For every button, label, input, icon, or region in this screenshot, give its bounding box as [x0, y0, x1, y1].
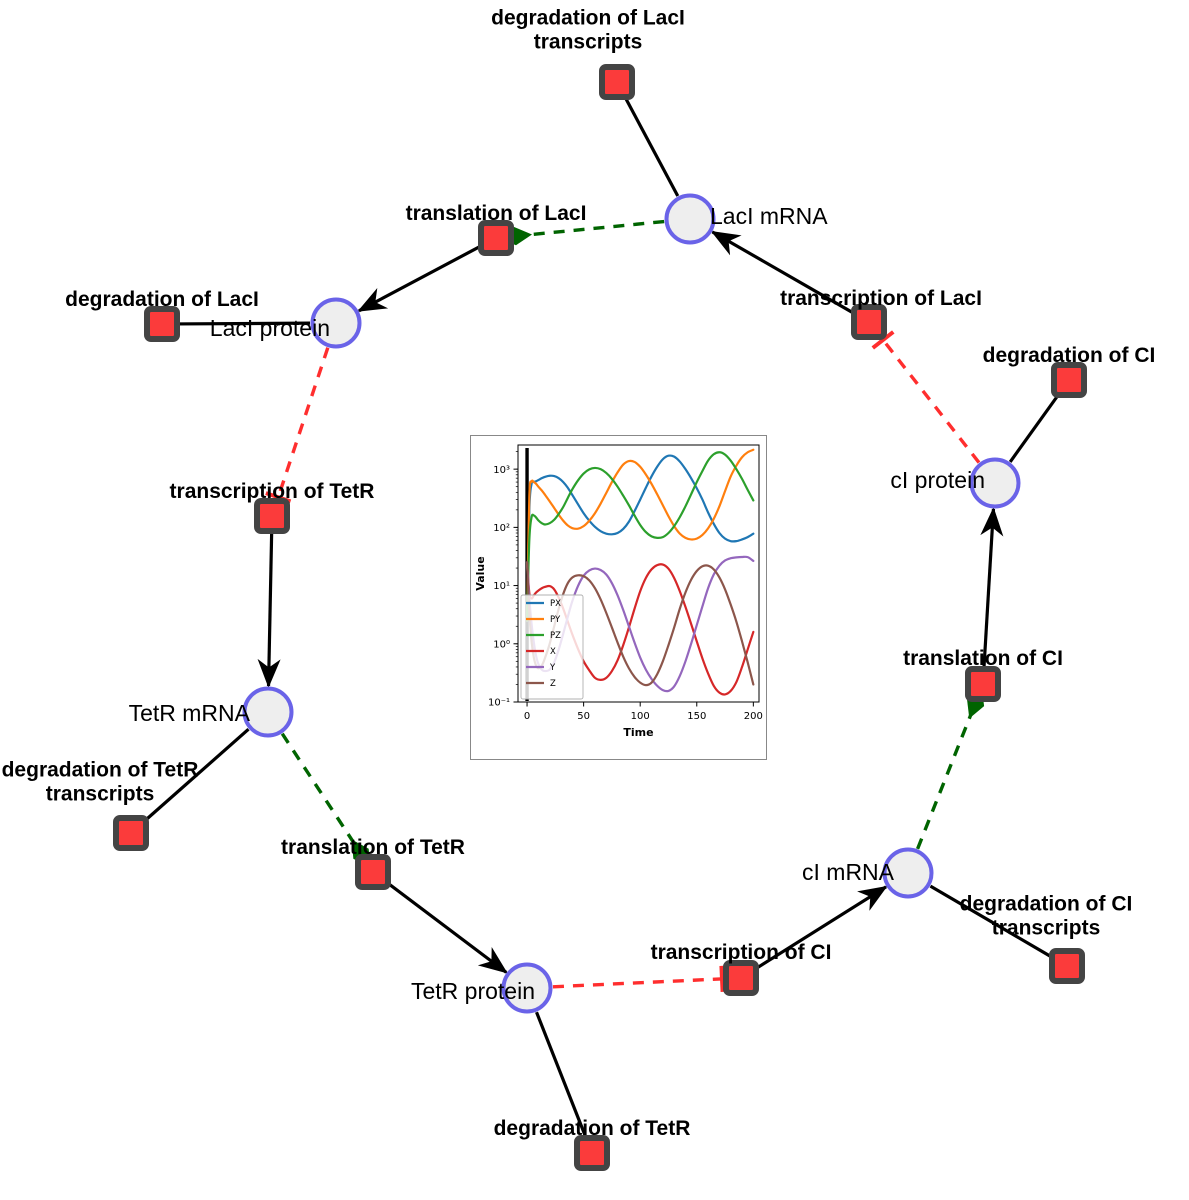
reaction-label-transl_laci: translation of LacI: [405, 202, 587, 226]
species-label-tetr_mrna: TetR mRNA: [128, 700, 250, 726]
timecourse-plot-graphics: 10⁻¹ 10⁰ 10¹ 10² 10³ 0 50 100 150 200 Time Value PX P…: [474, 444, 763, 739]
legend-box: [520, 594, 584, 700]
series-PY: [525, 448, 755, 622]
reaction-node-tx_laci[interactable]: [851, 304, 887, 340]
reaction-node-deg_tetr_tx[interactable]: [113, 815, 149, 851]
reaction-node-tx_ci[interactable]: [723, 960, 759, 996]
legend-label-Y: Y: [549, 663, 556, 673]
x-tick-label: 200: [744, 711, 763, 722]
species-label-tetr_prot: TetR protein: [410, 978, 535, 1004]
edge-transl_laci-to-laci_prot: [357, 244, 483, 313]
edge-laci_prot-to-tx_tetr: [275, 347, 330, 503]
reaction-label-deg_laci_tx: degradation of LacI transcripts: [491, 6, 685, 53]
y-tick-label: 10³: [493, 465, 510, 476]
edge-transl_tetr-to-tetr_prot: [386, 881, 508, 974]
edge-transl_ci-to-ci_prot: [980, 507, 1004, 671]
edge-laci_mrna-to-deg_laci_tx: [623, 95, 680, 197]
legend-label-Z: Z: [550, 679, 556, 689]
legend-label-PX: PX: [550, 599, 561, 609]
edge-ci_prot-to-tx_laci: [878, 334, 981, 464]
species-label-laci_prot: LacI protein: [209, 315, 330, 341]
edge-laci_prot-to-deg_laci: [175, 321, 311, 326]
y-tick-label: 10¹: [493, 581, 510, 592]
legend-label-X: X: [550, 647, 556, 657]
series-PX: [525, 454, 755, 622]
edge-tetr_prot-to-deg_tetr: [535, 1011, 588, 1140]
reaction-label-tx_laci: transcription of LacI: [780, 287, 982, 311]
species-node-laci_prot[interactable]: [310, 297, 362, 349]
species-node-ci_prot[interactable]: [969, 457, 1021, 509]
x-tick-label: 100: [631, 711, 650, 722]
reaction-node-transl_ci[interactable]: [965, 666, 1001, 702]
reaction-node-deg_ci[interactable]: [1051, 362, 1087, 398]
reaction-node-deg_tetr[interactable]: [574, 1135, 610, 1171]
reaction-label-deg_laci: degradation of LacI: [65, 288, 259, 312]
reaction-label-tx_ci: transcription of CI: [650, 941, 832, 965]
timecourse-plot-inset: 10⁻¹ 10⁰ 10¹ 10² 10³ 0 50 100 150 200 Time Value PX P…: [470, 435, 767, 760]
reaction-node-transl_laci[interactable]: [478, 220, 514, 256]
x-tick-label: 50: [577, 711, 590, 722]
species-label-ci_mrna: cI mRNA: [802, 859, 894, 885]
reaction-node-deg_laci_tx[interactable]: [599, 64, 635, 100]
series-PZ: [525, 451, 755, 622]
reaction-label-deg_tetr_tx: degradation of TetR transcripts: [1, 758, 199, 805]
species-node-ci_mrna[interactable]: [882, 847, 934, 899]
reaction-label-tx_tetr: transcription of TetR: [169, 480, 375, 504]
reaction-node-deg_laci[interactable]: [144, 306, 180, 342]
edge-laci_mrna-to-transl_laci: [498, 219, 665, 246]
edge-ci_mrna-to-transl_ci: [916, 686, 985, 850]
y-tick-label: 10²: [493, 523, 510, 534]
legend-label-PY: PY: [550, 615, 561, 625]
x-tick-label: 150: [687, 711, 706, 722]
reaction-node-transl_tetr[interactable]: [355, 854, 391, 890]
inhibition-tee-tx_laci: [871, 330, 895, 350]
edge-tx_ci-to-ci_mrna: [754, 885, 888, 971]
edge-tx_tetr-to-tetr_mrna: [257, 529, 281, 688]
species-label-laci_mrna: LacI mRNA: [710, 203, 828, 229]
series-X: [525, 561, 755, 696]
x-tick-label: 0: [524, 711, 530, 722]
y-tick-label: 10⁻¹: [488, 698, 510, 709]
species-node-laci_mrna[interactable]: [664, 193, 716, 245]
reaction-label-deg_tetr: degradation of TetR: [493, 1117, 691, 1141]
series-layer: [525, 448, 755, 701]
reaction-label-deg_ci: degradation of CI: [982, 344, 1156, 368]
edge-tetr_mrna-to-transl_tetr: [280, 732, 371, 868]
edge-ci_prot-to-deg_ci: [1008, 393, 1061, 463]
reaction-label-deg_ci_tx: degradation of CI transcripts: [959, 892, 1133, 939]
species-label-ci_prot: cI protein: [890, 467, 985, 493]
species-node-tetr_prot[interactable]: [501, 962, 553, 1014]
reaction-label-transl_tetr: translation of TetR: [281, 836, 465, 860]
reaction-node-tx_tetr[interactable]: [254, 498, 290, 534]
edge-ci_mrna-to-deg_ci_tx: [929, 884, 1054, 960]
edge-tx_laci-to-laci_mrna: [710, 230, 856, 316]
species-node-tetr_mrna[interactable]: [242, 686, 294, 738]
edge-tetr_mrna-to-deg_tetr_tx: [143, 728, 250, 822]
x-axis-title: Time: [623, 726, 653, 739]
reaction-node-deg_ci_tx[interactable]: [1049, 948, 1085, 984]
y-axis-title: Value: [474, 556, 487, 590]
edge-tetr_prot-to-tx_ci: [552, 976, 728, 989]
reaction-label-transl_ci: translation of CI: [903, 647, 1063, 671]
inhibition-tee-tx_ci: [719, 965, 725, 992]
nodes-layer: [113, 64, 1087, 1171]
legend-label-PZ: PZ: [550, 631, 561, 641]
y-tick-label: 10⁰: [493, 639, 510, 650]
